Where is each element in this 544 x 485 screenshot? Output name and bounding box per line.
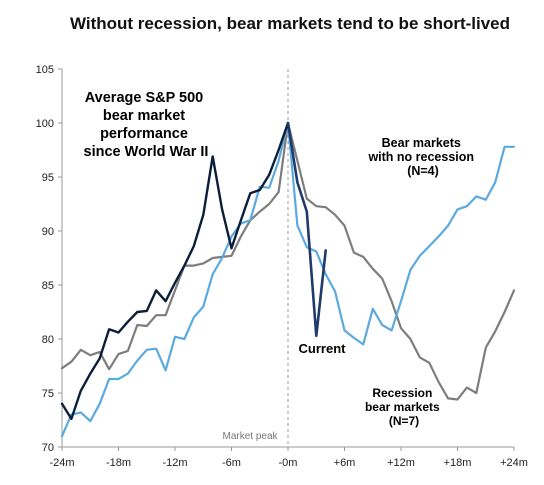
recession-annotation-line: (N=7) bbox=[389, 414, 419, 428]
y-tick-label: 75 bbox=[42, 388, 54, 400]
y-tick-label: 105 bbox=[36, 64, 54, 76]
average-annotation: Average S&P 500 bear market performance … bbox=[84, 90, 209, 160]
average-annotation-line: since World War II bbox=[84, 144, 209, 160]
x-tick-label: +24m bbox=[500, 457, 528, 469]
y-tick-label: 100 bbox=[36, 118, 54, 130]
recession-annotation: Recession bear markets (N=7) bbox=[365, 386, 443, 428]
x-tick-label: -24m bbox=[49, 457, 74, 469]
y-tick-label: 85 bbox=[42, 280, 54, 292]
x-tick-label: +18m bbox=[444, 457, 472, 469]
x-tick-label: -6m bbox=[222, 457, 241, 469]
series-group bbox=[60, 121, 516, 438]
x-tick-label: +12m bbox=[387, 457, 415, 469]
current-annotation: Current bbox=[299, 341, 347, 356]
no-recession-annotation-line: Bear markets bbox=[382, 136, 461, 150]
series-line-current bbox=[286, 121, 328, 338]
series-line-average bbox=[60, 121, 290, 421]
x-tick-label: -12m bbox=[162, 457, 187, 469]
y-tick-label: 70 bbox=[42, 442, 54, 454]
no-recession-annotation-line: with no recession bbox=[367, 150, 474, 164]
x-tick-label: -0m bbox=[279, 457, 298, 469]
y-tick-label: 90 bbox=[42, 226, 54, 238]
market-peak-label: Market peak bbox=[222, 431, 278, 442]
no-recession-annotation: Bear markets with no recession (N=4) bbox=[367, 136, 477, 178]
y-tick-group: 70 75 80 85 90 95 100 105 bbox=[36, 64, 62, 454]
recession-annotation-line: bear markets bbox=[365, 400, 440, 414]
x-tick-group: -24m -18m -12m -6m -0m +6m +12m +18m +24m bbox=[49, 447, 528, 469]
average-annotation-line: performance bbox=[100, 126, 188, 142]
average-annotation-line: bear market bbox=[103, 108, 185, 124]
x-tick-label: +6m bbox=[334, 457, 356, 469]
y-tick-label: 95 bbox=[42, 172, 54, 184]
current-annotation-line: Current bbox=[299, 341, 347, 356]
average-annotation-line: Average S&P 500 bbox=[85, 90, 204, 106]
y-tick-label: 80 bbox=[42, 334, 54, 346]
recession-annotation-line: Recession bbox=[372, 386, 432, 400]
chart-title: Without recession, bear markets tend to … bbox=[70, 14, 510, 33]
x-tick-label: -18m bbox=[106, 457, 131, 469]
no-recession-annotation-line: (N=4) bbox=[407, 164, 439, 178]
